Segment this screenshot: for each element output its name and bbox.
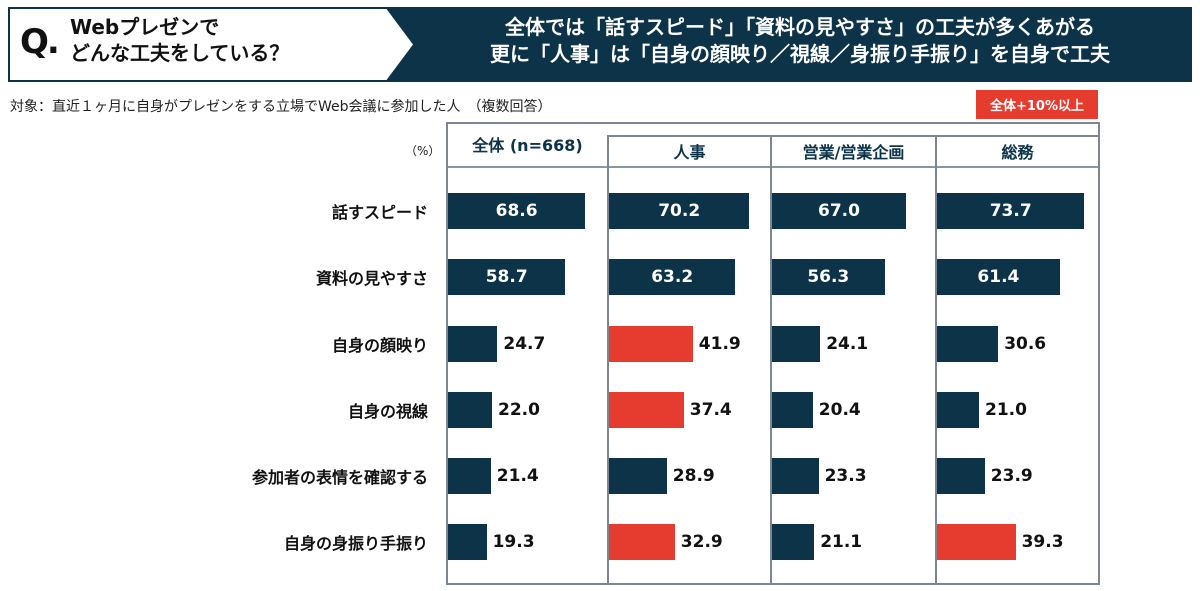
category-label: 話すスピード (331, 203, 428, 222)
data-label: 24.7 (503, 334, 546, 354)
panel-header: 全体 (n=668) (448, 122, 607, 168)
data-label: 23.3 (824, 466, 867, 486)
bar (609, 392, 684, 428)
bar (609, 524, 675, 560)
bar (772, 259, 885, 295)
target-description: 対象：直近１ヶ月に自身がプレゼンをする立場でWeb会議に参加した人 （複数回答） (10, 99, 552, 115)
q-mark: Q. (20, 22, 60, 62)
bar (937, 259, 1060, 295)
data-label: 70.2 (658, 201, 701, 221)
headline-line-2: 更に「人事」は「自身の顔映り／視線／身振り手振り」を自身で工夫 (490, 42, 1110, 66)
panel-divider (607, 135, 609, 583)
data-label: 41.9 (698, 334, 741, 354)
data-label: 68.6 (495, 201, 538, 221)
panel-header: 総務 (937, 135, 1098, 168)
panel-header: 人事 (609, 135, 770, 168)
category-label: 資料の見やすさ (315, 269, 428, 288)
bar (937, 392, 979, 428)
bar (937, 458, 985, 494)
data-label: 21.0 (985, 400, 1027, 420)
bar (448, 193, 586, 229)
bar (448, 259, 566, 295)
bar (448, 392, 492, 428)
bar (609, 193, 750, 229)
category-label: 自身の身振り手振り (283, 534, 428, 553)
panel-divider (770, 135, 772, 583)
unit-label: （%） (405, 144, 441, 158)
data-label: 24.1 (826, 334, 869, 354)
bar (609, 326, 693, 362)
bar (772, 326, 821, 362)
data-label: 21.4 (496, 466, 539, 486)
bar (937, 326, 999, 362)
panel-divider (935, 135, 937, 583)
frame-left (446, 122, 448, 583)
data-label: 23.9 (990, 466, 1033, 486)
data-label: 67.0 (818, 201, 860, 221)
data-label: 56.3 (807, 267, 850, 287)
frame-top (446, 122, 1100, 124)
data-label: 73.7 (989, 201, 1032, 221)
data-label: 22.0 (498, 400, 540, 420)
headline-banner (385, 7, 1192, 82)
legend-highlight: 全体+10%以上 (976, 90, 1098, 119)
data-label: 20.4 (818, 400, 861, 420)
subheader-top (607, 135, 1100, 137)
data-label: 61.4 (977, 267, 1020, 287)
data-label: 28.9 (672, 466, 715, 486)
bar (937, 193, 1085, 229)
data-label: 32.9 (680, 532, 723, 552)
category-label: 参加者の表情を確認する (251, 468, 428, 487)
bar (448, 458, 491, 494)
data-label: 39.3 (1021, 532, 1064, 552)
data-label: 58.7 (485, 267, 528, 287)
category-label: 自身の顔映り (331, 336, 428, 355)
headline: 全体では「話すスピード」「資料の見やすさ」の工夫が多くあがる 更に「人事」は「自… (420, 14, 1180, 68)
panel-header: 営業/営業企画 (772, 135, 935, 168)
frame-bottom (446, 583, 1100, 585)
bar (772, 524, 815, 560)
bar (609, 458, 667, 494)
headline-line-1: 全体では「話すスピード」「資料の見やすさ」の工夫が多くあがる (505, 15, 1095, 39)
category-label: 自身の視線 (347, 402, 428, 421)
bar (609, 259, 736, 295)
data-label: 30.6 (1004, 334, 1047, 354)
bar (448, 326, 498, 362)
bar (937, 524, 1016, 560)
frame-right (1098, 122, 1100, 583)
bar (772, 458, 819, 494)
data-label: 63.2 (651, 267, 694, 287)
question-line-1: Webプレゼンで (70, 15, 220, 39)
data-label: 37.4 (689, 400, 732, 420)
bar (448, 524, 487, 560)
bar (772, 193, 906, 229)
data-label: 21.1 (820, 532, 863, 552)
bar (772, 392, 813, 428)
question-line-2: どんな工夫をしている？ (70, 41, 290, 65)
question-text: Webプレゼンで どんな工夫をしている？ (70, 14, 289, 66)
data-label: 19.3 (492, 532, 535, 552)
